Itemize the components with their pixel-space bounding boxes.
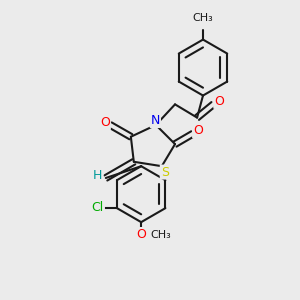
- Text: CH₃: CH₃: [151, 230, 171, 240]
- Text: O: O: [214, 95, 224, 108]
- Text: S: S: [161, 166, 169, 178]
- Text: Cl: Cl: [92, 201, 104, 214]
- Text: CH₃: CH₃: [193, 13, 213, 23]
- Text: O: O: [193, 124, 203, 137]
- Text: H: H: [93, 169, 103, 182]
- Text: O: O: [136, 228, 146, 241]
- Text: O: O: [100, 116, 110, 129]
- Text: N: N: [151, 114, 160, 127]
